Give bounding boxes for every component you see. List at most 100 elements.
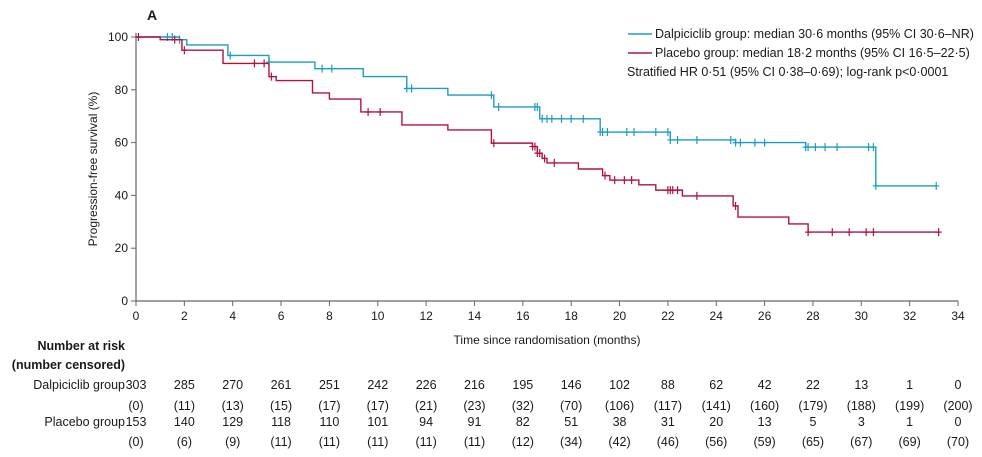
censor-mark [737,138,744,147]
censor-mark [805,143,812,152]
censor-mark [319,64,326,73]
risk-at-risk: 251 [319,378,340,392]
curves [135,33,942,237]
censor-mark [834,143,841,152]
risk-censored: (12) [512,435,534,449]
risk-table-subtitle: (number censored) [12,358,125,372]
censor-mark [863,228,870,237]
risk-at-risk: 146 [561,378,582,392]
risk-censored: (11) [464,435,485,449]
risk-at-risk: 94 [419,415,433,429]
y-tick-label: 0 [121,294,128,308]
risk-at-risk: 13 [854,378,868,392]
legend: Dalpiciclib group: median 30·6 months (9… [627,27,974,79]
censor-mark [488,91,495,100]
y-tick-label: 60 [115,136,129,150]
risk-censored: (67) [850,435,872,449]
risk-at-risk: 216 [464,378,485,392]
censor-mark [548,114,555,123]
risk-at-risk: 13 [758,415,772,429]
risk-censored: (70) [947,435,969,449]
risk-at-risk: 3 [858,415,865,429]
risk-censored: (106) [605,399,634,413]
risk-censored: (188) [847,399,876,413]
risk-censored: (34) [560,435,582,449]
risk-censored: (11) [174,399,195,413]
risk-at-risk: 261 [271,378,292,392]
risk-censored: (11) [415,435,436,449]
x-tick-label: 20 [613,309,627,323]
censor-mark [621,176,628,185]
risk-at-risk: 153 [126,415,147,429]
risk-at-risk: 42 [758,378,772,392]
censor-mark [822,143,829,152]
censor-mark [812,143,819,152]
risk-at-risk: 0 [955,415,962,429]
censor-mark [623,128,630,137]
risk-censored: (70) [560,399,582,413]
risk-censored: (56) [705,435,727,449]
risk-at-risk: 22 [806,378,820,392]
censor-mark [870,143,877,152]
risk-censored: (42) [608,435,630,449]
risk-censored: (141) [702,399,731,413]
censor-mark [181,46,188,55]
censor-mark [602,171,609,180]
risk-row-label: Placebo group [44,415,125,429]
risk-censored: (11) [367,435,388,449]
censor-mark [490,139,497,148]
x-tick-label: 18 [564,309,578,323]
censor-mark [377,107,384,116]
risk-at-risk: 110 [319,415,339,429]
risk-censored: (117) [654,399,682,413]
risk-at-risk: 1 [906,378,913,392]
y-tick-label: 40 [115,188,129,202]
risk-censored: (65) [802,435,824,449]
censor-mark [870,228,877,237]
censor-mark [761,138,768,147]
censor-mark [664,128,671,137]
censor-mark [534,102,541,111]
risk-row-label: Dalpiciclib group [33,378,125,392]
censor-mark [674,135,681,144]
censor-mark [328,64,335,73]
censor-mark [227,51,234,60]
risk-at-risk: 242 [367,378,388,392]
censor-mark [674,186,681,195]
censor-mark [751,138,758,147]
risk-at-risk: 62 [709,378,723,392]
risk-censored: (11) [270,435,291,449]
censor-mark [805,228,812,237]
x-tick-label: 4 [229,309,236,323]
censor-mark [628,176,635,185]
risk-table: Dalpiciclib group 303 285 270 261 251 242 226 21… [33,378,972,449]
risk-censored: (46) [657,435,679,449]
x-tick-label: 30 [855,309,869,323]
censor-mark [171,35,178,44]
hr-annotation: Stratified HR 0·51 (95% CI 0·38–0·69); l… [627,65,948,79]
risk-at-risk: 140 [174,415,195,429]
censor-mark [551,158,558,167]
censor-mark [693,191,700,200]
risk-at-risk: 1 [906,415,913,429]
censor-mark [631,128,638,137]
x-tick-label: 34 [951,309,965,323]
risk-at-risk: 0 [955,378,962,392]
censor-mark [829,228,836,237]
censor-mark [580,114,587,123]
risk-at-risk: 303 [126,378,147,392]
censor-mark [667,135,674,144]
x-tick-label: 28 [806,309,820,323]
censor-mark [935,228,942,237]
risk-censored: (179) [798,399,827,413]
censor-mark [732,201,739,210]
risk-at-risk: 31 [661,415,675,429]
risk-censored: (17) [367,399,389,413]
y-tick-label: 20 [115,241,129,255]
x-tick-label: 32 [903,309,917,323]
risk-at-risk: 102 [609,378,630,392]
censor-mark [568,114,575,123]
x-tick-label: 22 [661,309,675,323]
y-tick-label: 100 [108,30,128,44]
